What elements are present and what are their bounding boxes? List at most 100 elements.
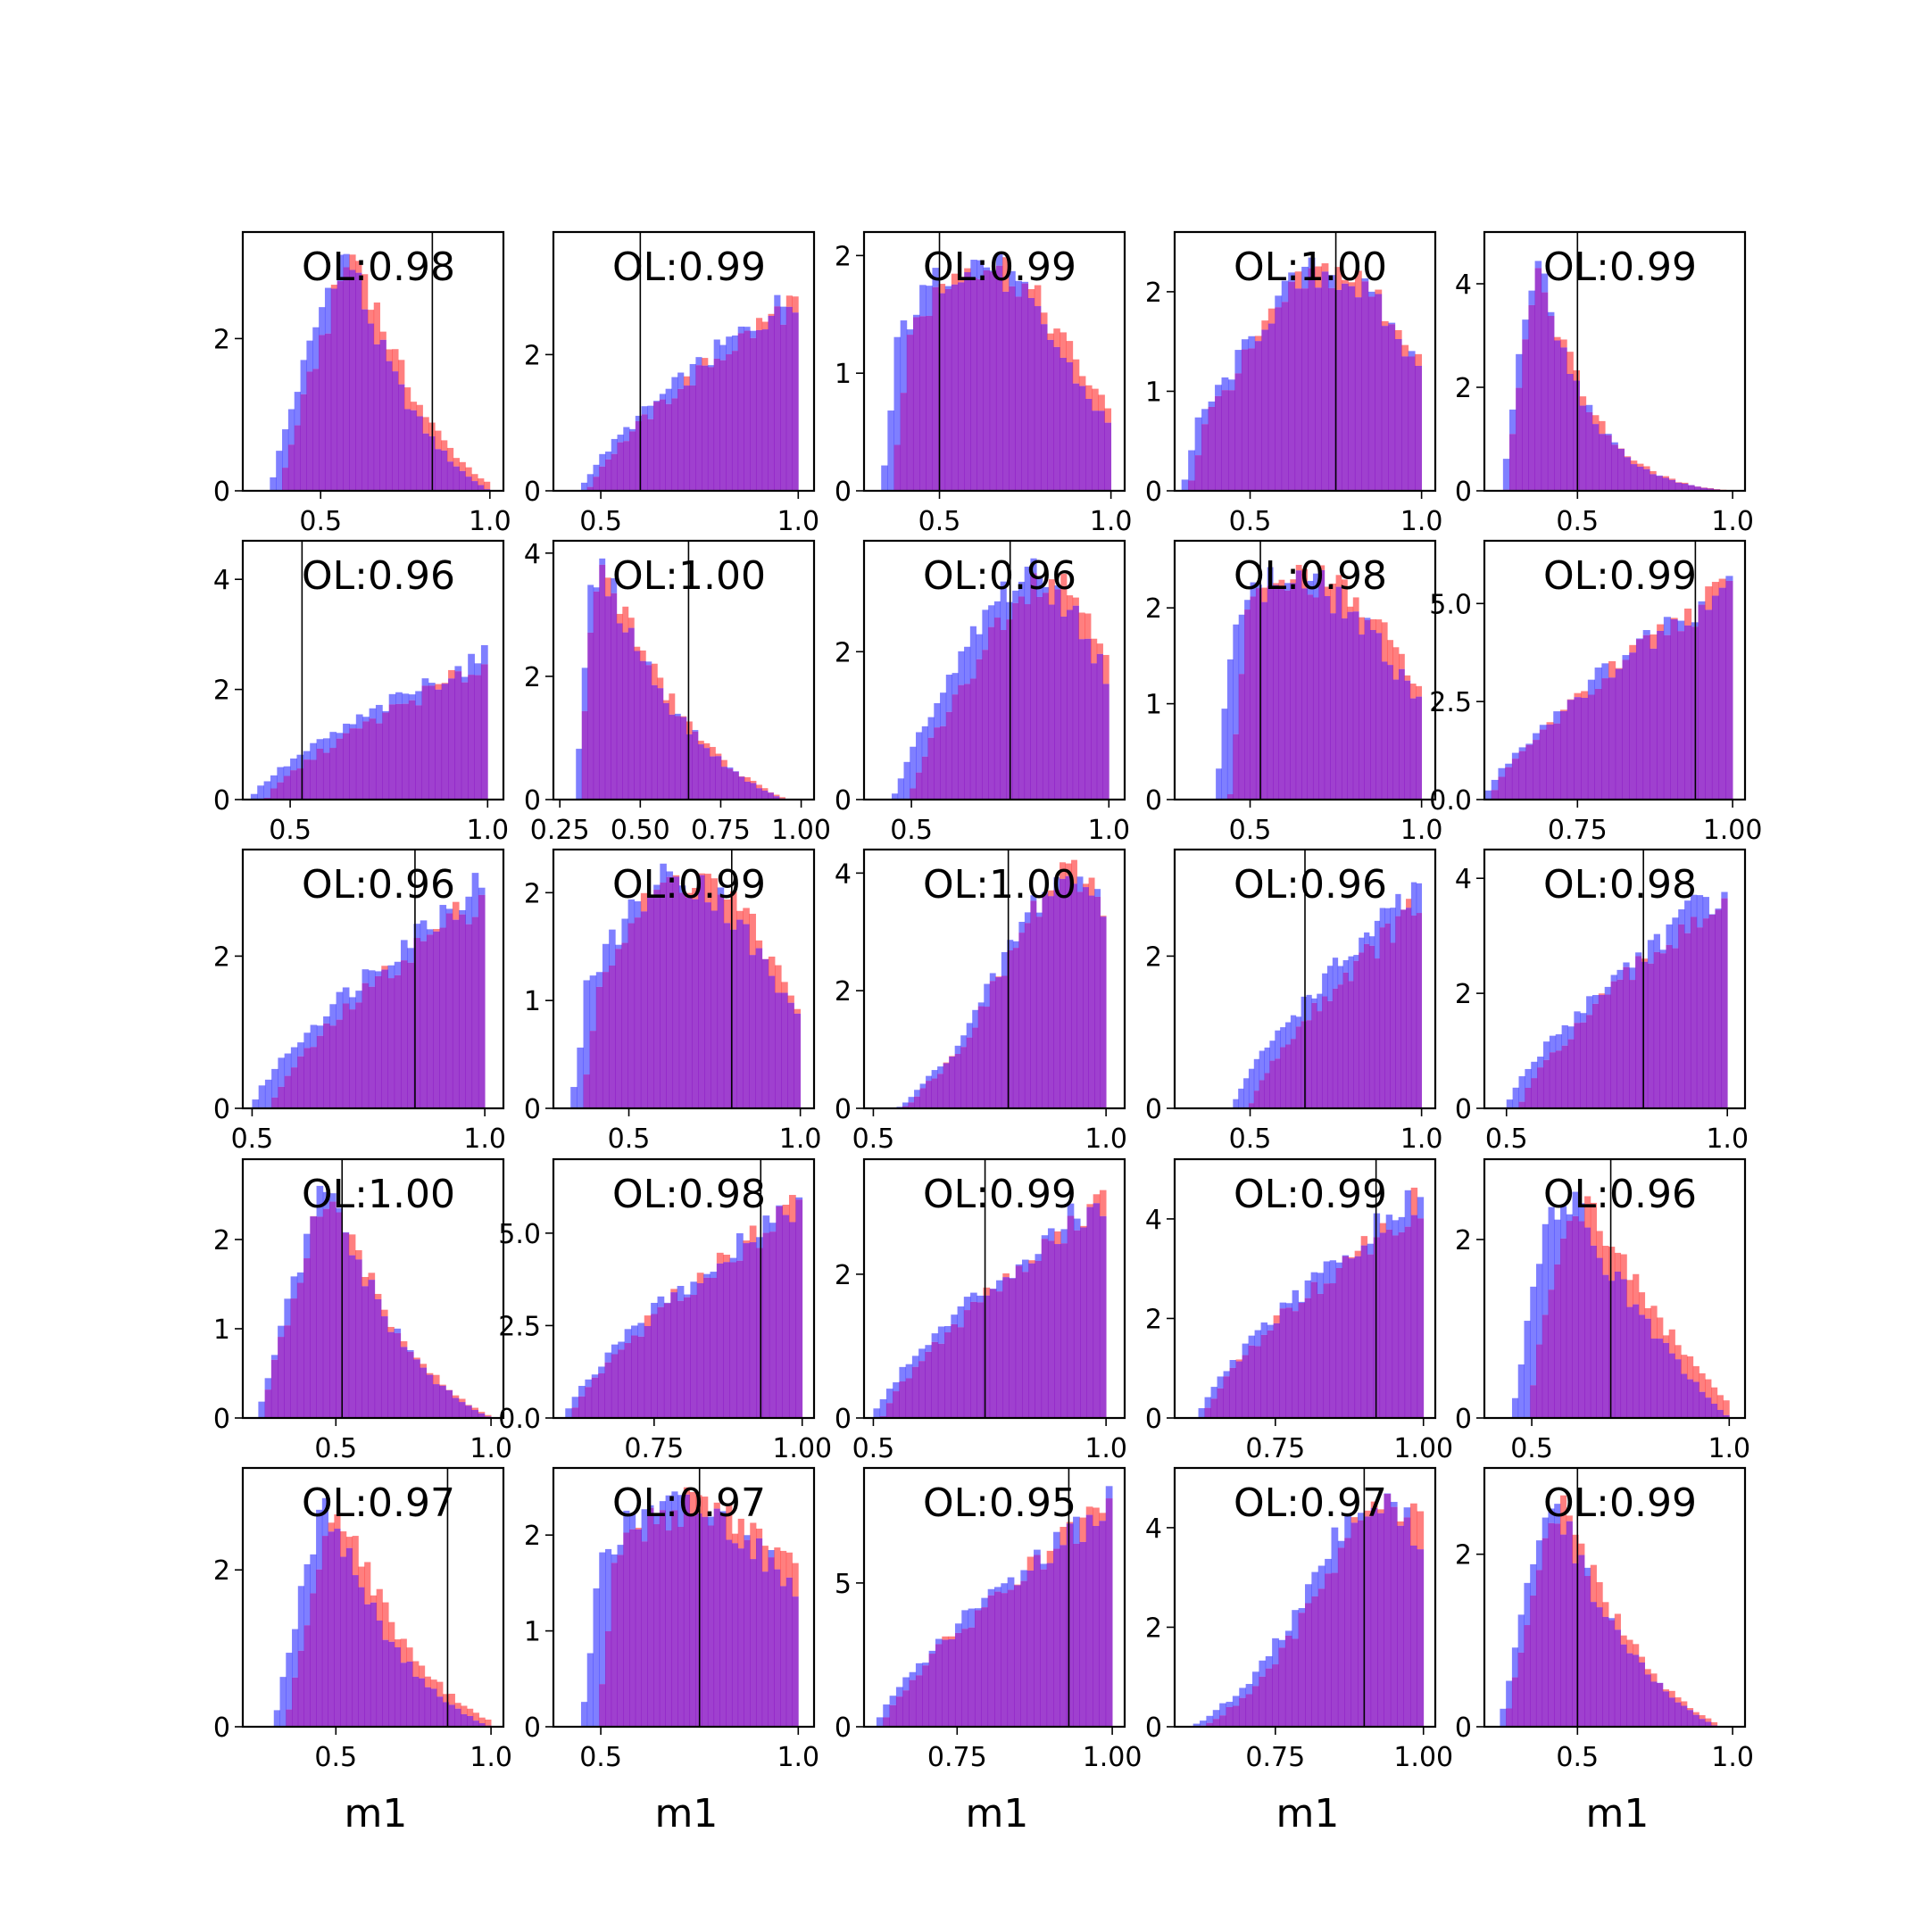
- bar-excess: [955, 1046, 961, 1054]
- bar-excess: [926, 1076, 932, 1081]
- x-axis-label: m1: [654, 1791, 718, 1837]
- bar-excess: [374, 303, 380, 344]
- bar-overlap: [605, 460, 611, 491]
- bar-excess: [1518, 1076, 1525, 1102]
- bar-overlap: [774, 1570, 780, 1727]
- bar-excess: [1601, 663, 1608, 678]
- bar-overlap: [996, 1291, 1003, 1418]
- bar-overlap: [952, 285, 959, 491]
- bar-overlap: [922, 1665, 929, 1727]
- bar-excess: [1353, 955, 1359, 961]
- bar-overlap: [1255, 1347, 1261, 1418]
- bar-excess: [1597, 1231, 1603, 1257]
- bar-overlap: [481, 664, 488, 800]
- bar-excess: [1513, 1088, 1519, 1108]
- bar-overlap: [708, 367, 714, 491]
- bar-overlap: [1318, 1588, 1326, 1727]
- bar-overlap: [644, 1326, 652, 1418]
- bar-overlap: [743, 1243, 750, 1418]
- bar-excess: [431, 1679, 437, 1688]
- bar-overlap: [1001, 976, 1008, 1108]
- bar-excess: [899, 1367, 906, 1381]
- bar-excess: [1274, 1315, 1280, 1323]
- bar-excess: [994, 601, 1001, 618]
- bar-excess: [1013, 941, 1019, 948]
- bar-overlap: [1317, 1294, 1324, 1418]
- bar-overlap: [1089, 896, 1095, 1108]
- bar-excess: [1249, 1069, 1254, 1103]
- bar-overlap: [1239, 1698, 1246, 1727]
- bar-overlap: [1386, 1230, 1392, 1418]
- bar-excess: [946, 675, 952, 712]
- bar-overlap: [1650, 1681, 1657, 1727]
- bar-excess: [1687, 1356, 1693, 1380]
- bar-excess: [1410, 684, 1417, 699]
- bar-overlap: [623, 1532, 629, 1727]
- bar-overlap: [1650, 1339, 1657, 1418]
- bar-overlap: [955, 1054, 961, 1108]
- bar-excess: [1097, 643, 1103, 654]
- bar-excess: [278, 1326, 285, 1337]
- bar-excess: [605, 452, 611, 460]
- bar-excess: [1525, 743, 1533, 744]
- bar-excess: [1259, 1661, 1266, 1677]
- bar-excess: [1492, 780, 1499, 790]
- bar-overlap: [1687, 1710, 1693, 1727]
- bar-overlap: [1073, 606, 1079, 800]
- bar-overlap: [756, 1248, 763, 1418]
- bar-excess: [599, 559, 605, 565]
- bar-overlap: [762, 1571, 769, 1727]
- bar-excess: [1060, 1527, 1067, 1545]
- bar-excess: [1365, 618, 1371, 619]
- y-tick-label: 5.0: [1429, 589, 1472, 620]
- bar-overlap: [1036, 916, 1043, 1108]
- bar-excess: [258, 1402, 265, 1417]
- bar-overlap: [1074, 1231, 1081, 1418]
- bar-overlap: [1025, 923, 1031, 1108]
- bar-excess: [1317, 1273, 1324, 1294]
- bar-excess: [1554, 337, 1561, 341]
- bar-overlap: [425, 1687, 431, 1727]
- bar-overlap: [1693, 1715, 1699, 1727]
- bar-overlap: [660, 1510, 666, 1727]
- y-tick-label: 2: [835, 976, 852, 1007]
- bar-overlap: [1327, 1001, 1333, 1108]
- x-axis-label: m1: [344, 1791, 407, 1837]
- bar-excess: [402, 693, 409, 703]
- bar-overlap: [468, 675, 475, 800]
- bar-overlap: [1336, 587, 1342, 800]
- bar-excess: [1672, 917, 1678, 948]
- bar-overlap: [749, 955, 756, 1108]
- bar-excess: [599, 1553, 605, 1685]
- panel-5-bars: [1503, 261, 1733, 491]
- bar-excess: [1588, 680, 1595, 695]
- bar-overlap: [702, 366, 708, 491]
- bar-excess: [1660, 949, 1666, 953]
- bar-overlap: [949, 1057, 955, 1108]
- bar-overlap: [585, 1387, 592, 1418]
- y-tick-label: 1: [524, 986, 541, 1017]
- y-tick-label: 0: [1455, 1712, 1472, 1744]
- bar-overlap: [1195, 455, 1202, 491]
- bar-excess: [1201, 409, 1209, 424]
- bar-excess: [375, 971, 382, 975]
- bar-overlap: [1282, 302, 1289, 491]
- bar-overlap: [1060, 358, 1067, 491]
- bar-excess: [1597, 1582, 1603, 1607]
- bar-overlap: [1392, 1235, 1399, 1418]
- bar-excess: [285, 1054, 292, 1076]
- bar-overlap: [355, 1002, 362, 1108]
- bar-excess: [1650, 1306, 1657, 1339]
- bar-overlap: [1719, 588, 1726, 800]
- bar-overlap: [1601, 678, 1608, 800]
- bar-excess: [732, 336, 738, 351]
- bar-excess: [577, 1048, 584, 1108]
- bar-overlap: [1261, 330, 1268, 491]
- bar-excess: [605, 1549, 611, 1631]
- bar-overlap: [1410, 1546, 1417, 1727]
- bar-excess: [340, 1531, 346, 1556]
- bar-excess: [1562, 1025, 1568, 1046]
- bar-overlap: [756, 949, 763, 1108]
- bar-overlap: [587, 633, 594, 800]
- bar-overlap: [1588, 694, 1595, 800]
